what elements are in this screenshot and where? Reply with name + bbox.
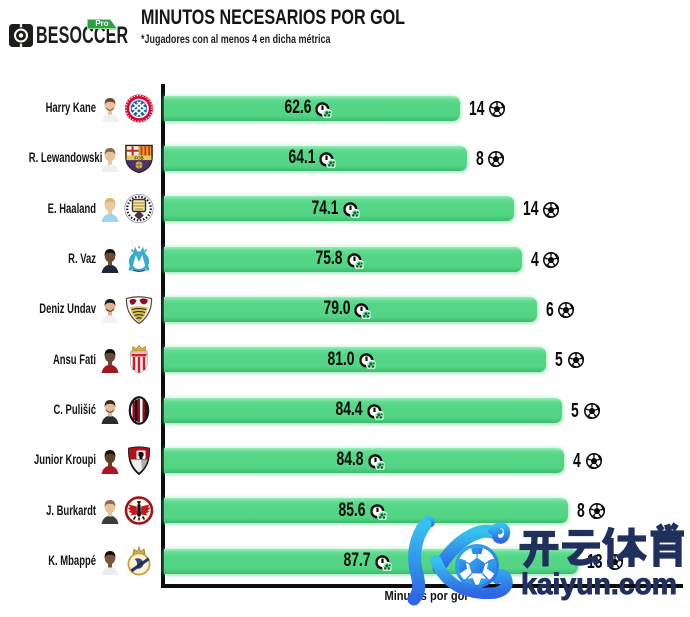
svg-text:FCB: FCB — [134, 155, 144, 160]
svg-text:kaiyun.com: kaiyun.com — [521, 568, 677, 601]
